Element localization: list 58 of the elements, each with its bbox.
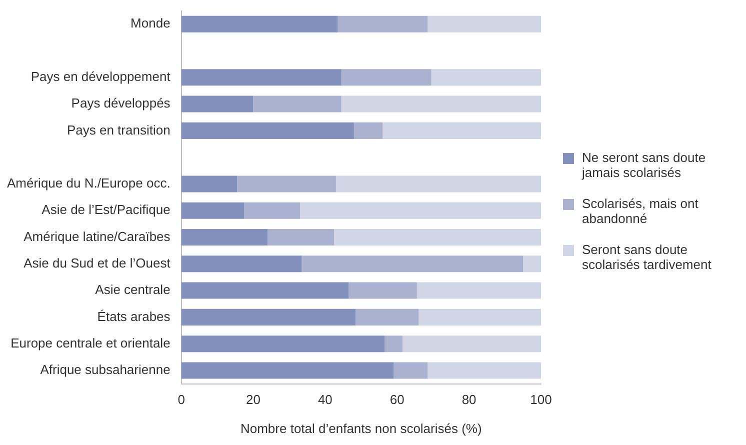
y-tick-label: Amérique latine/Caraïbes: [24, 228, 171, 244]
bar: [181, 362, 394, 379]
bar: [384, 336, 403, 352]
bar: [416, 282, 541, 299]
bar: [181, 202, 244, 219]
bar: [181, 308, 356, 326]
y-tick-label: Afrique subsaharienne: [40, 362, 170, 378]
bar: [354, 122, 383, 139]
bar: [181, 122, 354, 139]
bar: [523, 256, 541, 272]
bar: [356, 308, 419, 326]
bar: [431, 69, 541, 86]
x-tick-label: 60: [390, 392, 404, 408]
x-axis-title: Nombre total d’enfants non scolarisés (%): [240, 420, 482, 436]
y-tick-label: Asie centrale: [95, 282, 170, 298]
y-tick-label: Europe centrale et orientale: [10, 335, 170, 350]
bar: [428, 16, 541, 32]
bar: [253, 96, 342, 112]
x-tick-label: 80: [462, 392, 476, 408]
y-tick-label: Pays en développement: [30, 68, 171, 84]
bar: [181, 16, 338, 32]
bar: [237, 176, 336, 192]
bar: [338, 16, 428, 32]
bar: [181, 96, 254, 112]
x-tick-label: 0: [178, 392, 185, 408]
bar: [336, 176, 541, 192]
bar: [181, 229, 268, 246]
x-tick-label: 20: [246, 392, 260, 408]
bar: [334, 229, 541, 246]
bar: [300, 202, 541, 219]
y-tick-label: Monde: [130, 16, 170, 31]
bar: [428, 362, 541, 379]
bar: [341, 69, 432, 86]
bar: [418, 308, 541, 326]
bar: [402, 336, 541, 352]
bar: [382, 122, 541, 139]
bar: [181, 336, 385, 352]
bar: [181, 256, 302, 272]
x-tick-label: 100: [530, 392, 552, 408]
bar: [268, 229, 334, 246]
y-tick-label: Pays développés: [71, 96, 171, 111]
bar: [348, 282, 417, 299]
y-tick-label: Asie du Sud et de l’Ouest: [24, 255, 171, 270]
bar: [341, 96, 541, 112]
bar: [181, 69, 342, 86]
bar: [181, 282, 349, 299]
y-tick-label: États arabes: [97, 308, 171, 324]
y-tick-label: Pays en transition: [66, 122, 170, 138]
legend-label: Scolarisés, mais ont abandonné: [582, 196, 700, 226]
y-tick-label: Amérique du N./Europe occ.: [6, 176, 170, 191]
bar: [181, 176, 238, 192]
x-tick-label: 40: [318, 392, 332, 408]
bar: [244, 202, 300, 219]
legend-label: Seront sans doute scolarisés tardivement: [582, 242, 712, 272]
y-tick-label: Asie de l’Est/Pacifique: [42, 202, 170, 218]
bar: [394, 362, 428, 379]
legend-label: Ne seront sans doute jamais scolarisés: [582, 150, 707, 180]
bar: [302, 256, 524, 272]
